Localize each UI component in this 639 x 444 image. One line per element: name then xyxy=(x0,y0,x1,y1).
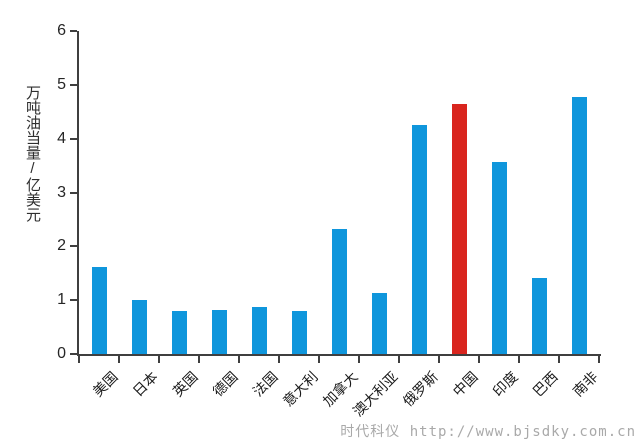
chart-bar-美国 xyxy=(91,266,107,354)
x-axis-label-南非: 南非 xyxy=(569,368,601,400)
y-axis-tick xyxy=(70,353,77,355)
x-axis-tick xyxy=(158,356,160,363)
x-axis-tick xyxy=(478,356,480,363)
x-axis-tick xyxy=(358,356,360,363)
x-axis-label-法国: 法国 xyxy=(249,368,281,400)
chart-bar-英国 xyxy=(171,310,187,354)
x-axis-label-德国: 德国 xyxy=(209,368,241,400)
y-axis-tick xyxy=(70,299,77,302)
chart-bar-南非 xyxy=(571,97,587,354)
x-axis-tick xyxy=(78,356,80,363)
x-axis-label-中国: 中国 xyxy=(449,368,481,400)
chart-bar-日本 xyxy=(131,300,147,354)
x-axis-tick xyxy=(518,356,520,363)
y-axis-tick xyxy=(70,30,77,32)
x-axis-label-美国: 美国 xyxy=(89,368,121,400)
chart-bar-法国 xyxy=(251,307,267,354)
y-axis-tick-label: 2 xyxy=(57,237,66,255)
x-axis-tick xyxy=(598,356,600,363)
chart-bar-加拿大 xyxy=(331,228,347,354)
y-axis-tick-label: 4 xyxy=(57,129,66,147)
y-axis-tick-label: 1 xyxy=(57,291,66,309)
x-axis-tick xyxy=(398,356,400,363)
y-axis-tick-label: 3 xyxy=(57,183,66,201)
x-axis-label-俄罗斯: 俄罗斯 xyxy=(399,368,441,410)
x-axis-tick xyxy=(558,356,560,363)
chart-bar-巴西 xyxy=(531,278,547,354)
x-axis-tick xyxy=(238,356,240,363)
y-axis-title: 万吨油当量/亿美元 xyxy=(24,85,41,222)
x-axis-label-意大利: 意大利 xyxy=(279,368,321,410)
x-axis-label-英国: 英国 xyxy=(169,368,201,400)
chart-bar-中国 xyxy=(451,104,467,354)
chart-bar-意大利 xyxy=(291,311,307,354)
y-axis-tick xyxy=(70,245,77,248)
y-axis-tick xyxy=(70,83,77,86)
x-axis-tick xyxy=(318,356,320,363)
chart-bar-俄罗斯 xyxy=(411,125,427,354)
y-axis-tick xyxy=(70,191,77,194)
x-axis-tick xyxy=(438,356,440,363)
y-axis-tick-label: 5 xyxy=(57,75,66,93)
watermark-text: 时代科仪 http://www.bjsdky.com.cn xyxy=(340,424,636,440)
chart-bar-印度 xyxy=(491,162,507,354)
x-axis-label-巴西: 巴西 xyxy=(529,368,561,400)
y-axis-tick-label: 0 xyxy=(57,345,66,362)
x-axis-label-日本: 日本 xyxy=(129,368,161,400)
chart-bar-澳大利亚 xyxy=(371,292,387,354)
chart-bar-德国 xyxy=(211,309,227,354)
y-axis-tick-label: 6 xyxy=(57,22,66,39)
x-axis-tick xyxy=(118,356,120,363)
plot-area xyxy=(77,31,601,356)
x-axis-label-印度: 印度 xyxy=(489,368,521,400)
x-axis-tick xyxy=(198,356,200,363)
x-axis-tick xyxy=(278,356,280,363)
y-axis-tick xyxy=(70,137,77,140)
